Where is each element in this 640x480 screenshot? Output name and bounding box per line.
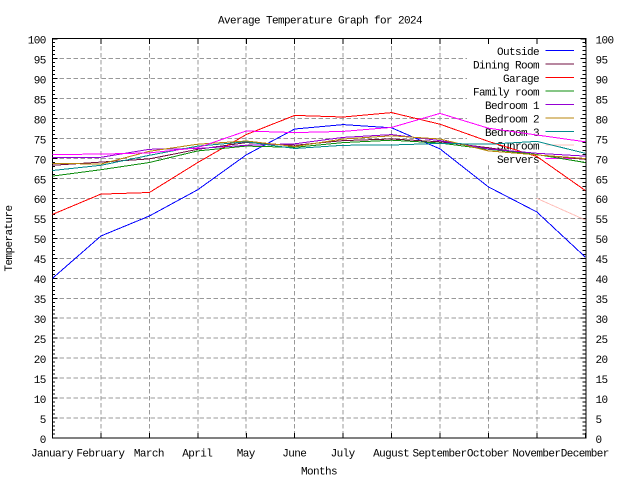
svg-text:95: 95 — [34, 56, 46, 68]
svg-text:40: 40 — [34, 275, 46, 287]
svg-text:April: April — [182, 449, 212, 461]
svg-text:30: 30 — [34, 315, 46, 327]
svg-text:0: 0 — [40, 435, 46, 447]
svg-text:20: 20 — [34, 355, 46, 367]
svg-text:75: 75 — [596, 135, 608, 147]
svg-text:25: 25 — [596, 335, 608, 347]
svg-text:March: March — [134, 449, 164, 461]
svg-text:5: 5 — [40, 415, 46, 427]
svg-text:45: 45 — [596, 255, 608, 267]
svg-text:85: 85 — [596, 95, 608, 107]
svg-text:Bedroom 2: Bedroom 2 — [485, 115, 539, 127]
svg-text:15: 15 — [34, 375, 46, 387]
svg-text:90: 90 — [34, 76, 46, 88]
svg-text:70: 70 — [34, 155, 46, 167]
svg-text:Family room: Family room — [473, 88, 540, 100]
svg-text:30: 30 — [596, 315, 608, 327]
svg-text:35: 35 — [596, 295, 608, 307]
svg-text:60: 60 — [34, 195, 46, 207]
svg-text:5: 5 — [596, 415, 602, 427]
svg-text:45: 45 — [34, 255, 46, 267]
svg-text:Bedroom 3: Bedroom 3 — [485, 128, 539, 140]
svg-text:June: June — [282, 449, 306, 461]
svg-text:90: 90 — [596, 76, 608, 88]
svg-text:September: September — [412, 449, 466, 461]
svg-text:50: 50 — [596, 235, 608, 247]
svg-text:40: 40 — [596, 275, 608, 287]
svg-text:January: January — [31, 449, 74, 461]
svg-text:75: 75 — [34, 135, 46, 147]
svg-text:October: October — [467, 449, 509, 461]
svg-text:80: 80 — [34, 115, 46, 127]
svg-text:10: 10 — [596, 395, 608, 407]
svg-text:10: 10 — [34, 395, 46, 407]
svg-text:50: 50 — [34, 235, 46, 247]
svg-text:Garage: Garage — [503, 74, 539, 86]
svg-text:May: May — [237, 449, 256, 461]
svg-text:20: 20 — [596, 355, 608, 367]
svg-text:35: 35 — [34, 295, 46, 307]
svg-text:Servers: Servers — [497, 155, 539, 167]
svg-text:100: 100 — [596, 36, 614, 48]
svg-text:July: July — [331, 449, 356, 461]
svg-text:15: 15 — [596, 375, 608, 387]
svg-text:25: 25 — [34, 335, 46, 347]
svg-text:December: December — [561, 449, 609, 461]
svg-text:65: 65 — [596, 175, 608, 187]
svg-text:0: 0 — [596, 435, 602, 447]
svg-text:100: 100 — [28, 36, 46, 48]
svg-text:November: November — [512, 449, 560, 461]
svg-text:August: August — [373, 449, 409, 461]
svg-text:95: 95 — [596, 56, 608, 68]
svg-text:Bedroom 1: Bedroom 1 — [485, 101, 540, 113]
svg-text:70: 70 — [596, 155, 608, 167]
svg-text:Average Temperature Graph for: Average Temperature Graph for 2024 — [218, 16, 423, 28]
svg-text:80: 80 — [596, 115, 608, 127]
svg-text:Dining Room: Dining Room — [473, 61, 540, 73]
svg-text:Outside: Outside — [497, 47, 539, 59]
svg-text:85: 85 — [34, 95, 46, 107]
svg-text:February: February — [76, 449, 125, 461]
svg-text:Temperature: Temperature — [4, 205, 16, 271]
svg-text:55: 55 — [596, 215, 608, 227]
svg-text:Months: Months — [301, 467, 337, 479]
svg-text:55: 55 — [34, 215, 46, 227]
svg-text:60: 60 — [596, 195, 608, 207]
svg-text:65: 65 — [34, 175, 46, 187]
